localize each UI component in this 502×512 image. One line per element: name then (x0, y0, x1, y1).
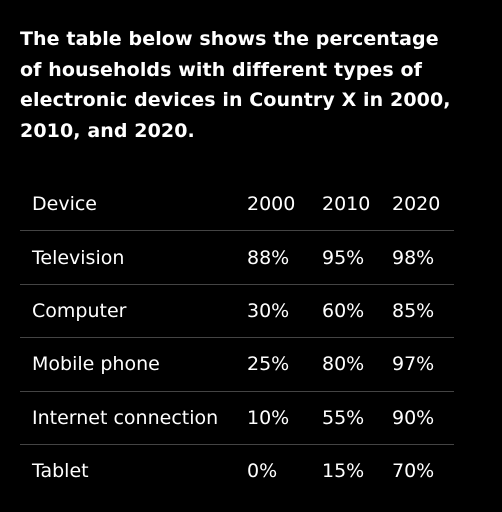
value-cell: 95% (322, 230, 392, 285)
value-cell: 80% (322, 337, 392, 392)
device-cell: Television (20, 230, 247, 285)
intro-text: The table below shows the percentage of … (20, 28, 451, 142)
value-cell: 25% (247, 337, 322, 392)
value-cell: 85% (392, 283, 454, 338)
value-cell: 15% (322, 443, 392, 498)
value-cell: 88% (247, 230, 322, 285)
value-cell: 90% (392, 390, 454, 445)
value-cell: 2010 (322, 193, 371, 216)
table-row: Internet connection 10% 55% 90% (20, 390, 454, 445)
device-cell: Computer (20, 283, 247, 338)
table-row: Television 88% 95% 98% (20, 230, 454, 285)
device-cell: Tablet (20, 443, 247, 498)
device-cell: Device (32, 193, 97, 216)
header-row: Device 2000 2010 2020 (20, 178, 454, 231)
value-cell: 30% (247, 283, 322, 338)
table-row: Computer 30% 60% 85% (20, 283, 454, 338)
value-cell: 2000 (247, 193, 296, 216)
table-row: Mobile phone 25% 80% 97% (20, 337, 454, 392)
table-row: Tablet 0% 15% 70% (20, 443, 454, 498)
device-cell: Mobile phone (20, 337, 247, 392)
device-cell: Internet connection (20, 390, 247, 445)
value-cell: 10% (247, 390, 322, 445)
value-cell: 0% (247, 443, 322, 498)
device-table: Device 2000 2010 2020 Television 88% 95% 98% Com… (20, 178, 454, 498)
value-cell: 55% (322, 390, 392, 445)
value-cell: 60% (322, 283, 392, 338)
value-cell: 2020 (392, 193, 441, 216)
value-cell: 97% (392, 337, 454, 392)
value-cell: 70% (392, 443, 454, 498)
value-cell: 98% (392, 230, 454, 285)
